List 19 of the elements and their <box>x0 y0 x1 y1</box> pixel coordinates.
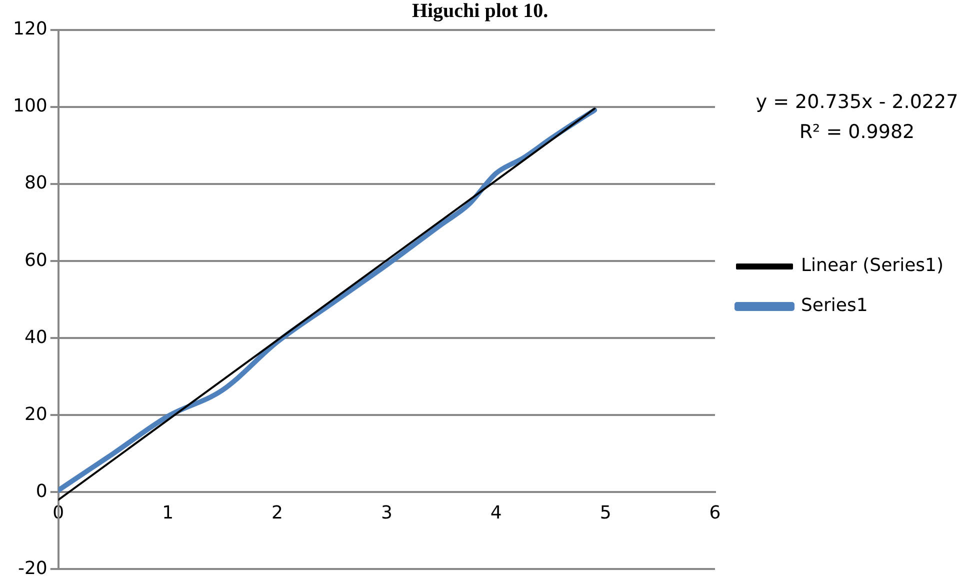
text: R² = 0.9982 <box>799 120 915 143</box>
y-tick-label: 40 <box>24 326 48 348</box>
chart-title: Higuchi plot 10. <box>412 0 548 22</box>
y-tick-label: 100 <box>12 96 48 117</box>
x-tick-label: 4 <box>490 502 502 524</box>
x-tick-label: 1 <box>162 502 174 524</box>
x-tick-label: 2 <box>272 502 283 524</box>
x-tick-label: 3 <box>380 502 392 524</box>
y-tick-label: 120 <box>12 18 48 40</box>
y-tick-label: 60 <box>24 250 48 271</box>
x-tick-label: 5 <box>600 502 612 524</box>
y-tick-label: 80 <box>24 172 48 194</box>
legend-label: Linear (Series1) <box>801 255 944 276</box>
legend-label: Series1 <box>801 295 868 316</box>
y-tick-label: 20 <box>24 404 48 425</box>
text: y = 20.735x - 2.0227 <box>756 90 958 113</box>
x-tick-label: 6 <box>709 502 721 524</box>
y-tick-label: -20 <box>18 558 48 579</box>
y-tick-label: 0 <box>36 480 48 502</box>
